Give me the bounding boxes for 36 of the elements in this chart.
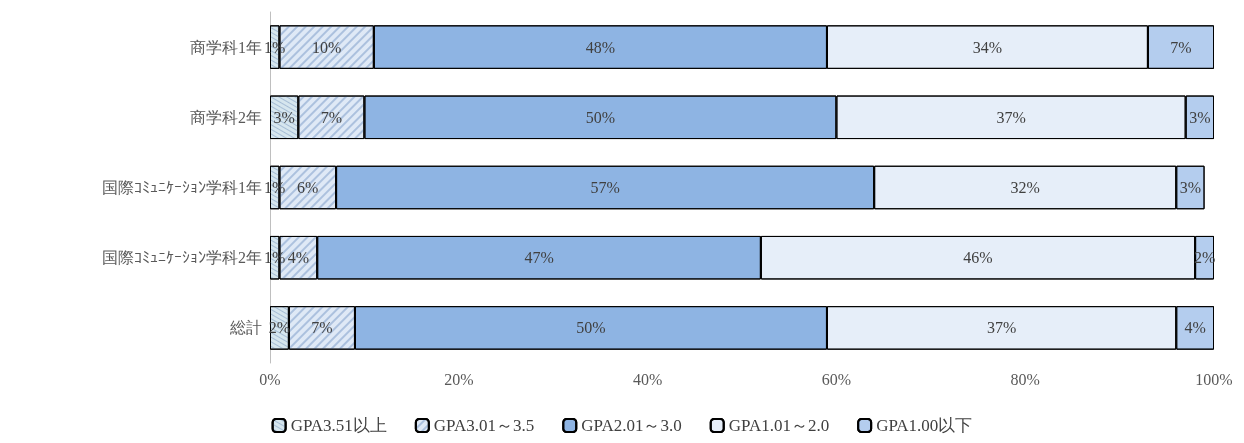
x-tick-label: 40% xyxy=(632,370,663,388)
data-label: 46% xyxy=(963,249,993,267)
legend-label: GPA1.01～2.0 xyxy=(728,416,830,435)
x-tick-label: 0% xyxy=(259,370,281,388)
x-tick-label: 20% xyxy=(444,370,474,388)
data-label: 50% xyxy=(576,319,606,337)
data-label: 47% xyxy=(524,249,554,267)
data-label: 4% xyxy=(287,249,309,267)
data-label: 37% xyxy=(986,319,1017,337)
data-label: 3% xyxy=(1179,179,1202,196)
data-label: 7% xyxy=(1170,38,1192,56)
legend-label: GPA3.01～3.5 xyxy=(433,416,535,435)
data-label: 57% xyxy=(590,179,620,196)
data-label: 3% xyxy=(273,108,295,126)
data-label: 7% xyxy=(311,319,333,337)
data-label: 4% xyxy=(1184,319,1206,337)
legend-label: GPA3.51以上 xyxy=(290,416,387,435)
y-tick-label: 商学科2年 xyxy=(190,108,262,126)
data-label: 10% xyxy=(311,38,342,56)
y-tick-label: 総計 xyxy=(229,319,262,337)
data-label: 7% xyxy=(320,108,343,126)
data-label: 50% xyxy=(585,108,616,126)
legend-label: GPA2.01～3.0 xyxy=(581,416,682,435)
x-tick-label: 60% xyxy=(821,370,852,388)
data-label: 6% xyxy=(297,179,319,196)
data-label: 32% xyxy=(1010,179,1040,196)
y-tick-label: 国際ｺﾐｭﾆｹｰｼｮﾝ学科1年 xyxy=(102,179,262,196)
data-label: 34% xyxy=(972,38,1003,56)
y-tick-label: 国際ｺﾐｭﾆｹｰｼｮﾝ学科2年 xyxy=(102,249,262,267)
legend-label: GPA1.00以下 xyxy=(876,416,973,435)
x-tick-label: 80% xyxy=(1010,370,1040,388)
data-label: 48% xyxy=(585,38,616,56)
y-tick-label: 商学科1年 xyxy=(190,38,262,56)
data-label: 37% xyxy=(996,108,1026,126)
x-tick-label: 100% xyxy=(1195,370,1233,388)
data-label: 3% xyxy=(1189,108,1211,126)
